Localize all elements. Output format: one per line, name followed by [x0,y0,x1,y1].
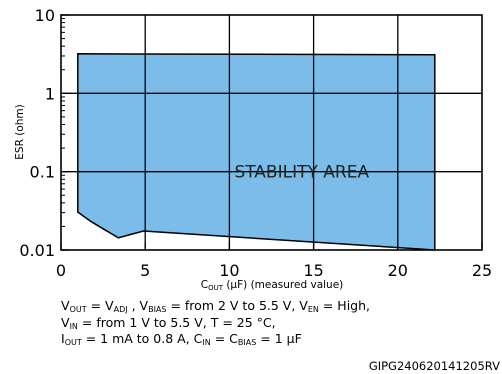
x-tick-label: 5 [140,261,150,280]
stability-region [77,53,436,251]
x-axis-label: COUT (µF) (measured value) [201,279,344,292]
condition-line: IOUT = 1 mA to 0.8 A, CIN = CBIAS = 1 µF [61,331,302,347]
y-tick-label: 0.01 [19,241,55,260]
y-tick-label: 10 [35,6,55,25]
stability-area-label: STABILITY AREA [234,163,369,183]
y-tick-label: 0.1 [30,163,55,182]
x-tick-label: 25 [472,261,492,280]
x-tick-label: 10 [219,261,239,280]
conditions-notes: VOUT = VADJ , VBIAS = from 2 V to 5.5 V,… [61,298,370,348]
y-tick-label: 1 [45,84,55,103]
condition-line: VIN = from 1 V to 5.5 V, T = 25 °C, [61,314,276,331]
x-tick-label: 0 [56,261,66,280]
plot-area: STABILITY AREA 0 5 10 15 20 25 10 1 0.1 0.01 [19,6,492,280]
y-axis-label: ESR (ohm) [14,104,26,159]
x-tick-label: 20 [388,261,408,280]
figure-code: GIPG240620141205RV [368,359,500,373]
plot-frame [60,14,483,251]
chart: STABILITY AREA 0 5 10 15 20 25 10 1 0.1 0.01 ESR (… [14,6,492,292]
condition-line: VOUT = VADJ , VBIAS = from 2 V to 5.5 V,… [61,298,371,314]
x-tick-label: 15 [303,261,323,280]
